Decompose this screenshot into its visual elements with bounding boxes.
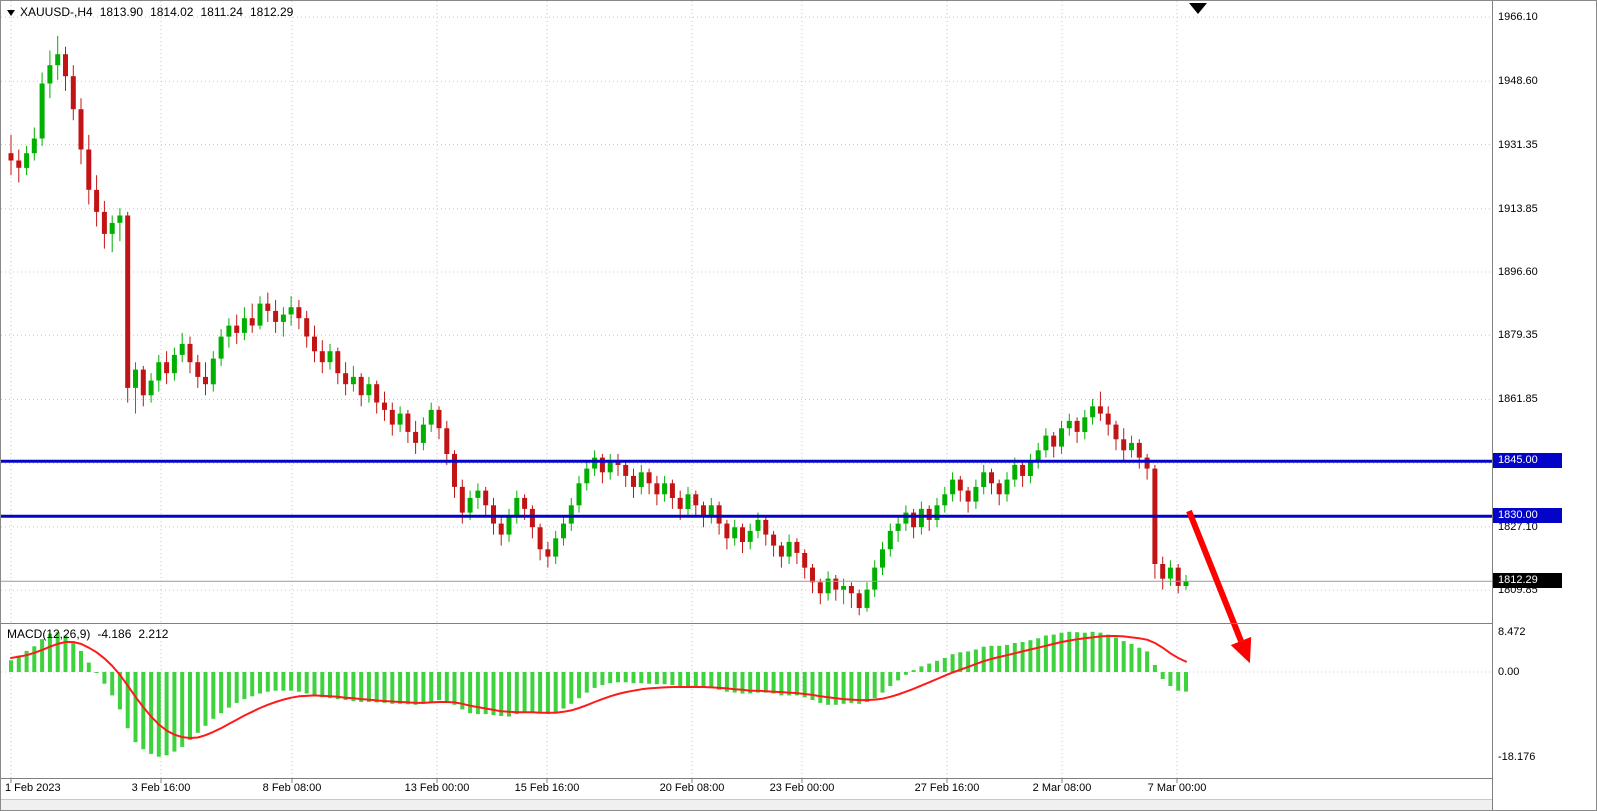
time-axis-label: 2 Mar 08:00 [1032, 782, 1092, 794]
ohlc-close: 1812.29 [249, 5, 294, 19]
macd-indicator-label: MACD(12,26,9) -4.186 2.212 [7, 627, 175, 641]
price-axis-label: 1896.60 [1498, 266, 1538, 278]
candlestick-series [8, 35, 1189, 616]
time-axis-label: 8 Feb 08:00 [262, 782, 322, 794]
level-price-badge: 1830.00 [1493, 508, 1562, 523]
price-axis-label: 1966.10 [1498, 11, 1538, 23]
macd-signal-value: 2.212 [138, 627, 169, 641]
time-axis-label: 1 Feb 2023 [5, 782, 61, 794]
time-axis-label: 15 Feb 16:00 [514, 782, 580, 794]
symbol-period-label: XAUUSD-,H4 [20, 5, 93, 19]
macd-axis-label: 8.472 [1498, 626, 1526, 638]
macd-signal-line [10, 635, 1187, 739]
chart-canvas[interactable] [1, 1, 1492, 800]
price-axis-label: 1861.85 [1498, 393, 1538, 405]
time-axis-label: 20 Feb 08:00 [659, 782, 725, 794]
price-axis-label: 1948.60 [1498, 75, 1538, 87]
trend-arrow-annotation[interactable] [1186, 509, 1252, 664]
price-axis-label: 1931.35 [1498, 139, 1538, 151]
time-axis-label: 23 Feb 00:00 [769, 782, 835, 794]
macd-axis-label: 0.00 [1498, 666, 1520, 678]
grid [1, 1, 1492, 783]
time-axis-label: 3 Feb 16:00 [131, 782, 191, 794]
time-axis-label: 13 Feb 00:00 [404, 782, 470, 794]
chart-menu-icon[interactable] [7, 10, 15, 16]
macd-axis-label: -18.176 [1498, 751, 1536, 763]
symbol-info-bar: XAUUSD-,H4 1813.90 1814.02 1811.24 1812.29 [7, 5, 300, 19]
ohlc-high: 1814.02 [150, 5, 194, 19]
shift-marker-icon [1189, 3, 1207, 14]
ohlc-open: 1813.90 [99, 5, 144, 19]
axis-separator [1, 778, 1596, 779]
ohlc-low: 1811.24 [200, 5, 243, 19]
macd-name: MACD(12,26,9) [7, 627, 91, 641]
time-axis[interactable]: 1 Feb 2023 3 Feb 16:00 8 Feb 08:00 13 Feb 0… [1, 778, 1492, 799]
horizontal-scrollbar[interactable] [1, 799, 1596, 810]
horizontal-level-lines[interactable] [1, 459, 1492, 518]
price-axis-label: 1913.85 [1498, 203, 1538, 215]
time-axis-label: 7 Mar 00:00 [1147, 782, 1207, 794]
current-price-badge: 1812.29 [1493, 573, 1562, 588]
macd-histogram [9, 631, 1188, 757]
price-axis-label: 1879.35 [1498, 329, 1538, 341]
price-axis[interactable]: 1966.10 1948.60 1931.35 1913.85 1896.60 1879.… [1492, 1, 1596, 810]
panel-separator[interactable] [1, 623, 1596, 624]
time-axis-label: 27 Feb 16:00 [914, 782, 980, 794]
price-axis-label: 1827.10 [1498, 521, 1538, 533]
macd-main-value: -4.186 [97, 627, 132, 641]
level-price-badge: 1845.00 [1493, 453, 1562, 468]
